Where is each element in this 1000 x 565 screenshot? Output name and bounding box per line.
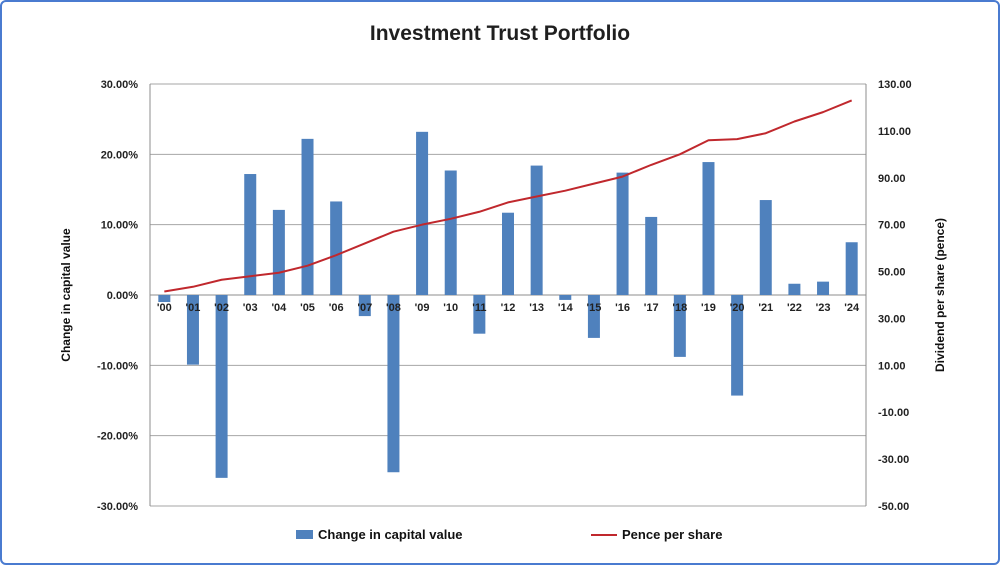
y-tick-label: -30.00% — [97, 501, 138, 513]
bar — [616, 172, 629, 295]
x-tick-label: '19 — [701, 302, 716, 314]
x-tick-label: '13 — [529, 302, 544, 314]
y2-tick-label: 130.00 — [878, 79, 912, 91]
y-tick-label: 0.00% — [107, 290, 138, 302]
x-tick-label: '18 — [672, 302, 687, 314]
x-tick-label: '24 — [844, 302, 860, 314]
y2-tick-label: 10.00 — [878, 360, 906, 372]
y-axis-title: Change in capital value — [59, 228, 73, 362]
bar — [587, 295, 600, 338]
bar-series — [158, 131, 858, 478]
bar — [215, 295, 228, 478]
y-tick-label: -20.00% — [97, 431, 138, 443]
bar — [559, 295, 572, 300]
bar — [817, 281, 830, 295]
x-tick-label: '01 — [186, 302, 201, 314]
x-tick-label: '05 — [300, 302, 315, 314]
gridlines — [149, 83, 867, 507]
y-tick-label: 30.00% — [101, 79, 139, 91]
y2-tick-label: 90.00 — [878, 173, 906, 185]
bar — [845, 242, 858, 295]
x-tick-label: '17 — [644, 302, 659, 314]
y2-tick-label: -50.00 — [878, 501, 909, 513]
bar — [530, 165, 543, 295]
y-tick-label: 20.00% — [101, 149, 139, 161]
bar — [731, 295, 744, 396]
bar — [416, 131, 429, 295]
y-tick-label: -10.00% — [97, 360, 138, 372]
bar — [158, 295, 171, 303]
y2-tick-label: -10.00 — [878, 407, 909, 419]
bar — [272, 209, 285, 295]
bar — [444, 170, 457, 295]
pence-per-share-line — [164, 99, 853, 293]
bar — [330, 201, 343, 295]
legend-line-label: Pence per share — [622, 527, 722, 542]
y-tick-labels: -30.00% -20.00% -10.00% 0.00% 10.00% 20.00% 30… — [97, 79, 138, 513]
x-tick-label: '07 — [357, 302, 372, 314]
y2-tick-labels: -50.00 -30.00 -10.00 10.00 30.00 50.00 70.00 90… — [878, 79, 912, 513]
x-tick-labels: '00 '01 '02 '03 '04 '05 '06 '07 '08 '09 '10 '11 '12 '… — [157, 302, 860, 314]
y2-tick-label: 50.00 — [878, 267, 906, 279]
legend-bar-swatch — [296, 530, 313, 539]
y2-axis-title: Dividend per share (pence) — [933, 218, 947, 372]
x-tick-label: '03 — [243, 302, 258, 314]
x-tick-label: '14 — [558, 302, 574, 314]
y2-tick-label: -30.00 — [878, 454, 909, 466]
x-tick-label: '02 — [214, 302, 229, 314]
x-tick-label: '00 — [157, 302, 172, 314]
x-tick-label: '09 — [415, 302, 430, 314]
x-tick-label: '04 — [271, 302, 287, 314]
bar — [673, 295, 686, 357]
bar — [244, 174, 257, 295]
bar — [473, 295, 486, 334]
x-tick-label: '22 — [787, 302, 802, 314]
bar — [759, 200, 772, 295]
x-tick-label: '12 — [501, 302, 516, 314]
y2-tick-label: 30.00 — [878, 313, 906, 325]
bar — [702, 162, 715, 295]
x-tick-label: '06 — [329, 302, 344, 314]
x-tick-label: '10 — [443, 302, 458, 314]
bar — [358, 295, 371, 317]
bar — [387, 295, 400, 473]
bar — [788, 283, 801, 295]
x-tick-label: '11 — [472, 302, 486, 314]
x-tick-label: '23 — [816, 302, 831, 314]
bar — [186, 295, 199, 365]
x-tick-label: '08 — [386, 302, 401, 314]
y2-tick-label: 70.00 — [878, 220, 906, 232]
bar — [502, 212, 514, 295]
x-tick-label: '20 — [730, 302, 745, 314]
y-tick-label: 10.00% — [101, 220, 139, 232]
legend: Change in capital value Pence per share — [296, 527, 722, 542]
chart-title: Investment Trust Portfolio — [369, 22, 631, 45]
x-tick-label: '21 — [758, 302, 773, 314]
line-series — [164, 99, 853, 293]
y2-tick-label: 110.00 — [878, 126, 911, 138]
bar — [645, 216, 658, 295]
x-tick-label: '15 — [586, 302, 601, 314]
legend-bar-label: Change in capital value — [318, 527, 463, 542]
bar — [301, 138, 314, 295]
x-tick-label: '16 — [615, 302, 630, 314]
